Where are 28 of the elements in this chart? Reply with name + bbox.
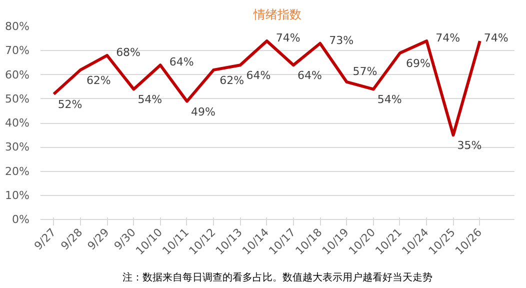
y-tick-label: 40% bbox=[5, 116, 30, 130]
data-label: 68% bbox=[116, 46, 141, 59]
data-label: 35% bbox=[457, 139, 482, 152]
data-label: 74% bbox=[276, 31, 300, 44]
y-tick-label: 10% bbox=[5, 188, 30, 202]
data-label: 62% bbox=[220, 74, 244, 87]
y-tick-label: 50% bbox=[5, 92, 30, 106]
data-label: 73% bbox=[329, 34, 354, 47]
y-tick-label: 60% bbox=[5, 68, 30, 82]
data-label: 49% bbox=[190, 105, 216, 118]
data-label: 62% bbox=[86, 74, 111, 87]
data-label: 64% bbox=[246, 69, 271, 82]
y-tick-label: 20% bbox=[5, 164, 30, 178]
data-label: 64% bbox=[297, 69, 322, 82]
data-label: 74% bbox=[484, 31, 508, 44]
y-tick-label: 0% bbox=[12, 213, 30, 226]
y-tick-label: 70% bbox=[5, 44, 30, 58]
y-tick-label: 30% bbox=[5, 140, 30, 154]
data-label: 57% bbox=[352, 64, 378, 78]
y-tick-label: 80% bbox=[5, 20, 30, 33]
text: 注：数据来自每日调查的看多占比。数值越大表示用户越看好当天走势 bbox=[122, 272, 432, 284]
data-label: 74% bbox=[436, 31, 460, 44]
data-label: 52% bbox=[58, 98, 82, 112]
chart-title: 情绪指数 bbox=[252, 8, 302, 22]
data-label: 54% bbox=[377, 93, 402, 106]
data-label: 69% bbox=[406, 57, 430, 70]
data-label: 54% bbox=[138, 93, 162, 106]
data-label: 64% bbox=[169, 56, 194, 69]
